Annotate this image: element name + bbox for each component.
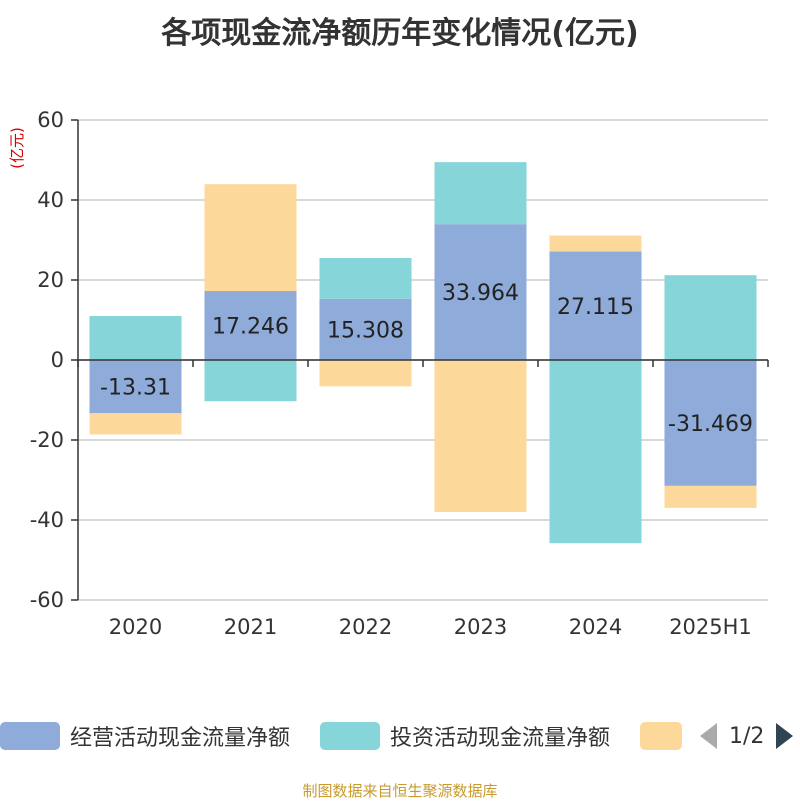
- x-tick-label: 2020: [109, 615, 162, 639]
- bar-series2-2022[interactable]: [319, 360, 412, 387]
- bar-series0-2021[interactable]: [204, 291, 297, 360]
- y-tick-label: 20: [37, 268, 64, 292]
- bar-series2-2023[interactable]: [434, 360, 527, 512]
- data-label-2022: 15.308: [327, 318, 404, 343]
- data-label-2021: 17.246: [212, 315, 289, 340]
- bar-series1-2024[interactable]: [549, 360, 642, 544]
- y-tick-label: -60: [30, 588, 64, 612]
- y-tick-label: 60: [37, 108, 64, 132]
- bar-series0-2025H1[interactable]: [664, 360, 757, 486]
- bar-series1-2023[interactable]: [434, 162, 527, 225]
- legend-swatch-investing: [320, 722, 380, 750]
- axes: 60 40 20 0 -20 -40 -60 2020 2021 2022 2023 2024 2025…: [30, 108, 769, 639]
- legend: 经营活动现金流量净额 投资活动现金流量净额 1/2: [0, 716, 800, 756]
- legend-pager: 1/2: [700, 716, 794, 756]
- legend-swatch-operating: [0, 722, 60, 750]
- x-tick-label: 2024: [569, 615, 622, 639]
- legend-label-operating: 经营活动现金流量净额: [70, 726, 291, 751]
- chart-title: 各项现金流净额历年变化情况(亿元): [161, 16, 639, 51]
- bar-series0-2024[interactable]: [549, 251, 642, 360]
- y-tick-label: -40: [30, 508, 64, 532]
- bar-series2-2020[interactable]: [89, 413, 182, 435]
- data-labels: -13.31 17.246 15.308 33.964 27.115 -31.469: [100, 281, 753, 437]
- bar-series1-2025H1[interactable]: [664, 275, 757, 360]
- legend-next-page-icon[interactable]: [776, 723, 794, 749]
- data-label-2025H1: -31.469: [668, 412, 753, 437]
- bar-series0-2020[interactable]: [89, 360, 182, 414]
- data-label-2020: -13.31: [100, 376, 171, 401]
- legend-item-third[interactable]: [640, 716, 682, 756]
- bar-series1-2022[interactable]: [319, 257, 412, 299]
- x-tick-label: 2022: [339, 615, 392, 639]
- x-tick-label: 2023: [454, 615, 507, 639]
- chart-plot: 60 40 20 0 -20 -40 -60 2020 2021 2022 2023 2024 2025…: [8, 108, 769, 639]
- y-tick-label: 40: [37, 188, 64, 212]
- legend-swatch-third: [640, 722, 682, 750]
- x-tick-label: 2025H1: [669, 615, 752, 639]
- legend-item-operating[interactable]: 经营活动现金流量净额: [0, 716, 290, 756]
- legend-page-indicator: 1/2: [729, 723, 765, 749]
- legend-label-investing: 投资活动现金流量净额: [390, 726, 611, 751]
- source-note: 制图数据来自恒生聚源数据库: [302, 782, 498, 800]
- bar-series2-2024[interactable]: [549, 235, 642, 252]
- bar-series0-2022[interactable]: [319, 298, 412, 360]
- x-tick-label: 2021: [224, 615, 277, 639]
- legend-prev-page-icon[interactable]: [700, 723, 717, 749]
- bar-series1-2020[interactable]: [89, 316, 182, 360]
- legend-item-investing[interactable]: 投资活动现金流量净额: [320, 716, 610, 756]
- bar-series2-2025H1[interactable]: [664, 485, 757, 508]
- y-tick-label: -20: [30, 428, 64, 452]
- y-axis-unit-label: (亿元): [8, 127, 26, 169]
- data-label-2024: 27.115: [557, 295, 634, 320]
- bar-series0-2023[interactable]: [434, 224, 527, 360]
- y-tick-label: 0: [51, 348, 64, 372]
- bar-layer: [89, 162, 757, 544]
- bar-series1-2021[interactable]: [204, 360, 297, 402]
- bar-series2-2021[interactable]: [204, 184, 297, 292]
- data-label-2023: 33.964: [442, 281, 519, 306]
